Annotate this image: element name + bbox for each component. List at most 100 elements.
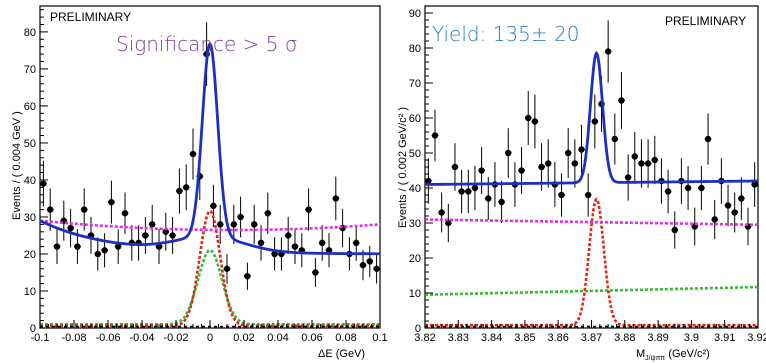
l-x-tick-label: -0.02 [163, 332, 188, 344]
data-point [373, 265, 380, 272]
r-y-tick-label: 0 [415, 323, 421, 335]
l-x-tick-label: -0.06 [95, 332, 120, 344]
l-y-tick-label: 80 [24, 27, 36, 39]
r-y-tick-label: 90 [409, 8, 421, 20]
data-point [176, 187, 183, 195]
data-point [210, 202, 217, 210]
data-point [451, 163, 459, 171]
l-x-tick-label: 0.06 [301, 332, 322, 344]
right-y-axis-label: Events / ( 0.002 GeV/c² ) [397, 107, 409, 228]
r-y-tick-label: 60 [409, 113, 421, 125]
data-point [312, 269, 319, 276]
l-y-tick-label: 60 [24, 101, 36, 113]
data-point [271, 250, 278, 258]
background-curve [39, 219, 381, 232]
r-x-tick-label: 3.82 [414, 332, 435, 344]
data-point [531, 118, 539, 125]
data-point [698, 184, 705, 192]
data-point [604, 48, 612, 55]
right-fit-curves [424, 50, 759, 328]
data-point [518, 167, 525, 174]
data-point [684, 184, 692, 192]
l-y-tick-label: 0 [30, 323, 36, 335]
right-x-axis-label-main: M [636, 348, 645, 360]
data-point [651, 156, 658, 164]
data-point [445, 219, 452, 227]
l-x-tick-label: -0.08 [61, 332, 86, 344]
data-point [671, 226, 678, 234]
data-point [108, 198, 115, 206]
data-point [291, 243, 299, 250]
data-point [591, 118, 599, 125]
data-point [618, 97, 625, 104]
l-x-tick-label: 0.04 [267, 332, 288, 344]
data-point [571, 160, 579, 167]
data-point [217, 221, 224, 228]
r-x-tick-label: 3.91 [714, 332, 735, 344]
data-point [353, 239, 360, 247]
right-x-axis-label-unit: (GeV/c²) [668, 348, 710, 360]
data-point [578, 146, 585, 153]
data-point [121, 210, 129, 217]
left-x-axis-label: ΔE (GeV) [318, 348, 365, 360]
data-point [47, 206, 54, 213]
data-point [264, 210, 271, 217]
data-point [149, 221, 156, 228]
r-x-tick-label: 3.87 [581, 332, 602, 344]
data-point [731, 209, 738, 216]
data-point [183, 184, 190, 191]
data-point [81, 206, 88, 213]
r-x-tick-label: 3.88 [614, 332, 635, 344]
total-fit-curve [424, 50, 759, 186]
data-point [538, 163, 545, 171]
data-point [53, 243, 61, 250]
left-panel: -0.1 -0.08 -0.06 -0.04 -0.02 0 0.02 0.04 0.06 0.0… [11, 5, 388, 360]
l-x-tick-label: 0 [207, 332, 213, 344]
data-point [257, 239, 265, 247]
data-point [438, 209, 445, 216]
data-point [251, 221, 258, 228]
data-point [230, 221, 237, 228]
data-point [458, 188, 465, 195]
left-axis-ticks: -0.1 -0.08 -0.06 -0.04 -0.02 0 0.02 0.04 0.06 0.0… [24, 9, 388, 344]
left-y-axis-label: Events / ( 0.004 GeV ) [11, 111, 23, 220]
r-x-tick-label: 3.85 [514, 332, 535, 344]
green-component-curve [40, 248, 380, 326]
data-point [704, 135, 712, 143]
data-point [624, 174, 632, 181]
data-point [505, 149, 512, 157]
data-point [359, 261, 367, 269]
l-y-tick-label: 10 [24, 286, 36, 298]
data-point [644, 160, 652, 167]
data-point [611, 135, 619, 143]
data-point [738, 195, 745, 202]
r-x-tick-label: 3.92 [747, 332, 766, 344]
data-point [366, 258, 373, 265]
right-yield-annotation: Yield: 135± 20 [432, 22, 579, 46]
data-point [478, 167, 485, 174]
right-x-axis-label-sub: J/ψππ [645, 355, 665, 362]
right-panel: 3.82 3.83 3.84 3.85 3.86 3.87 3.88 3.89 3.9 3.91 3… [397, 5, 766, 362]
r-x-tick-label: 3.86 [547, 332, 568, 344]
data-point [664, 188, 672, 195]
background-curve [424, 218, 759, 227]
l-y-tick-label: 50 [24, 138, 36, 150]
data-point [305, 206, 312, 213]
data-point [631, 153, 638, 160]
l-x-tick-label: 0.08 [335, 332, 356, 344]
r-x-tick-label: 3.84 [481, 332, 502, 344]
data-point [485, 195, 492, 202]
data-point [319, 239, 326, 247]
data-point [101, 247, 108, 254]
data-point [223, 265, 231, 272]
data-point [584, 191, 592, 199]
data-point [431, 132, 439, 139]
r-x-tick-label: 3.9 [684, 332, 699, 344]
l-x-tick-label: 0.02 [233, 332, 254, 344]
r-y-tick-label: 80 [409, 43, 421, 55]
data-point [169, 232, 176, 239]
data-point [465, 188, 472, 195]
data-point [40, 180, 47, 187]
l-x-tick-label: -0.1 [31, 332, 50, 344]
